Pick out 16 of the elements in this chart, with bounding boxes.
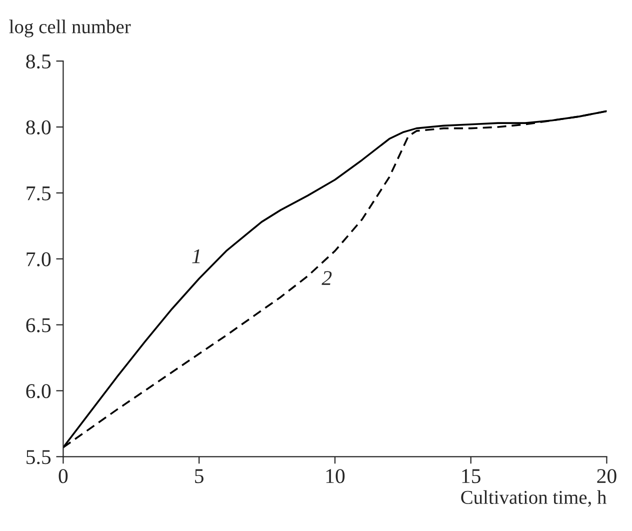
x-tick-label: 20 — [597, 469, 616, 484]
y-tick-label: 8.0 — [26, 120, 51, 135]
x-axis-title: Cultivation time, h — [461, 490, 606, 507]
series-label: 1 — [192, 249, 200, 264]
x-tick-label: 5 — [195, 469, 204, 484]
x-tick-label: 0 — [58, 469, 68, 484]
y-axis-title: log cell number — [9, 20, 131, 38]
y-tick-label: 5.5 — [26, 450, 51, 464]
y-tick-label: 6.5 — [26, 318, 51, 332]
x-tick-label: 10 — [326, 469, 345, 484]
y-tick-label: 8.5 — [26, 54, 51, 69]
series-label: 2 — [322, 271, 332, 285]
x-tick-label: 15 — [462, 469, 480, 484]
y-tick-label: 6.0 — [26, 384, 51, 398]
y-tick-label: 7.5 — [26, 186, 51, 200]
y-tick-label: 7.0 — [26, 252, 51, 266]
